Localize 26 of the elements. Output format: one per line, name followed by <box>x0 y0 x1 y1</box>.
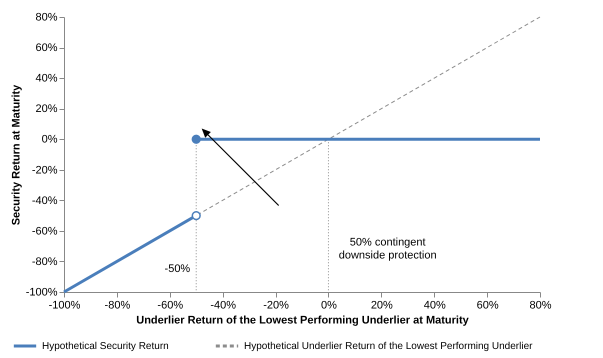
annotation: 50% contingent downside protection <box>338 236 437 262</box>
x-tick-label: -40% <box>210 300 236 312</box>
y-tick-label: -20% <box>32 164 58 176</box>
x-tick-label: 0% <box>320 300 338 312</box>
y-tick-label: 80% <box>35 12 58 24</box>
x-tick-label: -20% <box>263 300 290 312</box>
legend-label: Hypothetical Security Return <box>42 341 169 352</box>
x-tick-label: -80% <box>104 300 130 312</box>
y-tick-label: 20% <box>35 103 58 116</box>
x-tick-label: -100% <box>48 300 81 312</box>
y-tick-label: -80% <box>32 256 58 268</box>
y-tick-label: 40% <box>35 72 58 85</box>
y-tick-label: 0% <box>42 134 58 146</box>
x-tick-label: 60% <box>476 300 499 312</box>
y-tick-label: 60% <box>35 42 58 54</box>
y-tick-label: -100% <box>26 286 58 298</box>
x-tick-label: -60% <box>157 300 184 312</box>
x-axis-title: Underlier Return of the Lowest Performing Underlier at Maturity <box>136 314 470 326</box>
y-tick-label: -40% <box>32 194 58 207</box>
x-tick-label: 20% <box>370 300 394 312</box>
y-tick-label: -60% <box>32 225 58 238</box>
annotation: -50% <box>164 263 190 276</box>
x-tick-label: 40% <box>424 300 446 312</box>
legend-label: Hypothetical Underlier Return of the Lowest Performing Underlier <box>244 341 534 352</box>
x-tick-label: 80% <box>529 300 552 312</box>
y-axis-title: Security Return at Maturity <box>10 84 23 226</box>
